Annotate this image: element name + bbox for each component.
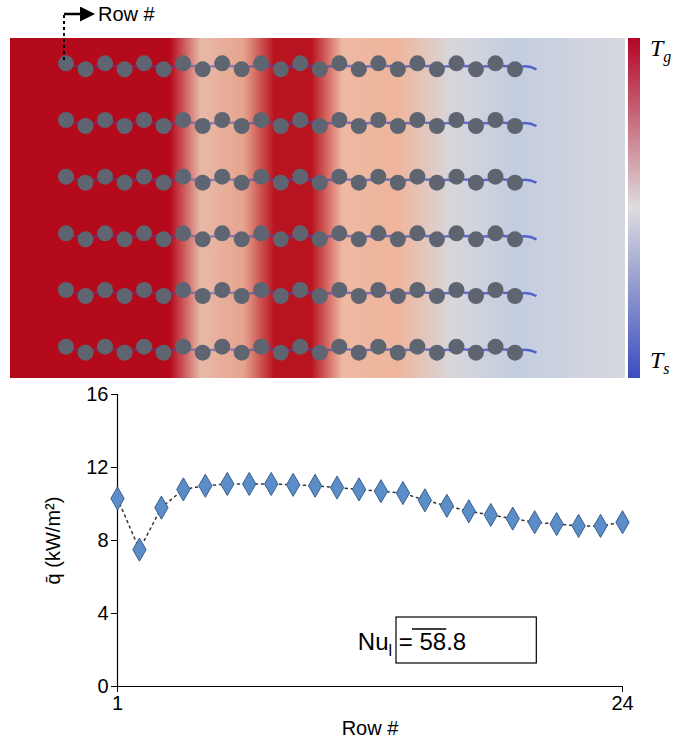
- svg-text:Row #: Row #: [98, 3, 156, 25]
- svg-text:8: 8: [97, 529, 108, 551]
- svg-text:Nul = 58.8: Nul = 58.8: [358, 628, 466, 659]
- svg-text:0: 0: [97, 675, 108, 697]
- svg-text:1: 1: [112, 692, 123, 714]
- svg-text:Tg: Tg: [650, 35, 671, 66]
- svg-text:12: 12: [86, 456, 108, 478]
- svg-text:q̄ (kW/m²): q̄ (kW/m²): [42, 497, 64, 585]
- svg-text:Ts: Ts: [650, 347, 670, 377]
- svg-text:Row #: Row #: [342, 717, 400, 739]
- svg-text:4: 4: [97, 602, 108, 624]
- svg-text:24: 24: [611, 692, 633, 714]
- svg-text:16: 16: [86, 383, 108, 405]
